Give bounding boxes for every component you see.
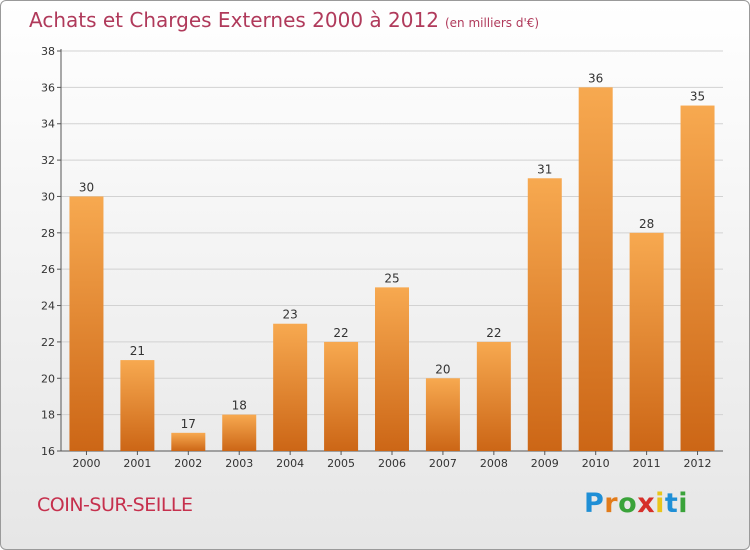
x-tick-label: 2006 <box>378 457 406 470</box>
bar <box>680 105 715 451</box>
bar <box>629 232 664 451</box>
x-tick-label: 2012 <box>684 457 712 470</box>
y-tick-label: 16 <box>41 445 55 458</box>
bar <box>171 432 206 451</box>
bar <box>69 196 104 451</box>
x-tick-label: 2011 <box>633 457 661 470</box>
logo-letter: i <box>678 488 689 519</box>
y-tick-label: 26 <box>41 263 55 276</box>
x-tick-label: 2010 <box>582 457 610 470</box>
chart-subtitle: (en milliers d'€) <box>444 16 540 30</box>
x-tick-label: 2008 <box>480 457 508 470</box>
data-label: 35 <box>690 90 705 104</box>
x-tick-label: 2007 <box>429 457 457 470</box>
data-label: 18 <box>232 399 247 413</box>
data-label: 31 <box>537 162 552 176</box>
bar <box>120 360 155 451</box>
logo-letter: P <box>584 488 605 519</box>
data-label: 23 <box>283 308 298 322</box>
bar <box>375 287 409 451</box>
bar <box>273 323 308 451</box>
data-label: 22 <box>333 326 348 340</box>
data-label: 21 <box>130 344 145 358</box>
x-tick-label: 2002 <box>174 457 202 470</box>
y-tick-label: 36 <box>41 81 55 94</box>
data-label: 22 <box>486 326 501 340</box>
x-tick-label: 2001 <box>123 457 151 470</box>
x-tick-label: 2003 <box>225 457 253 470</box>
bar <box>527 178 562 452</box>
data-label: 30 <box>79 180 94 194</box>
x-tick-label: 2005 <box>327 457 355 470</box>
logo-letter: o <box>618 488 638 519</box>
y-tick-label: 20 <box>41 372 55 385</box>
data-label: 36 <box>588 71 603 85</box>
data-label: 17 <box>181 417 196 431</box>
y-tick-label: 24 <box>41 300 55 313</box>
bar <box>476 341 511 451</box>
logo-letter: x <box>637 488 656 519</box>
title-text: Achats et Charges Externes 2000 à 2012 <box>29 8 439 32</box>
data-label: 28 <box>639 217 654 231</box>
bar <box>324 341 359 451</box>
y-tick-label: 22 <box>41 336 55 349</box>
logo-letter: i <box>655 488 665 519</box>
x-tick-label: 2004 <box>276 457 304 470</box>
chart-title: Achats et Charges Externes 2000 à 2012 (e… <box>29 8 539 32</box>
bar <box>578 87 613 451</box>
data-label: 20 <box>435 362 450 376</box>
y-tick-label: 34 <box>41 118 55 131</box>
y-tick-label: 28 <box>41 227 55 240</box>
x-tick-label: 2000 <box>72 457 100 470</box>
logo-letter: t <box>664 488 679 519</box>
y-tick-label: 18 <box>41 409 55 422</box>
y-tick-label: 32 <box>41 154 55 167</box>
y-tick-label: 38 <box>41 45 55 58</box>
data-label: 25 <box>384 271 399 285</box>
proxiti-logo: Proxiti <box>584 488 688 519</box>
bar <box>222 414 257 451</box>
bar <box>425 378 460 451</box>
logo-letter: r <box>604 488 619 519</box>
x-tick-label: 2009 <box>531 457 559 470</box>
y-tick-label: 30 <box>41 190 55 203</box>
place-name: COIN-SUR-SEILLE <box>37 494 193 516</box>
